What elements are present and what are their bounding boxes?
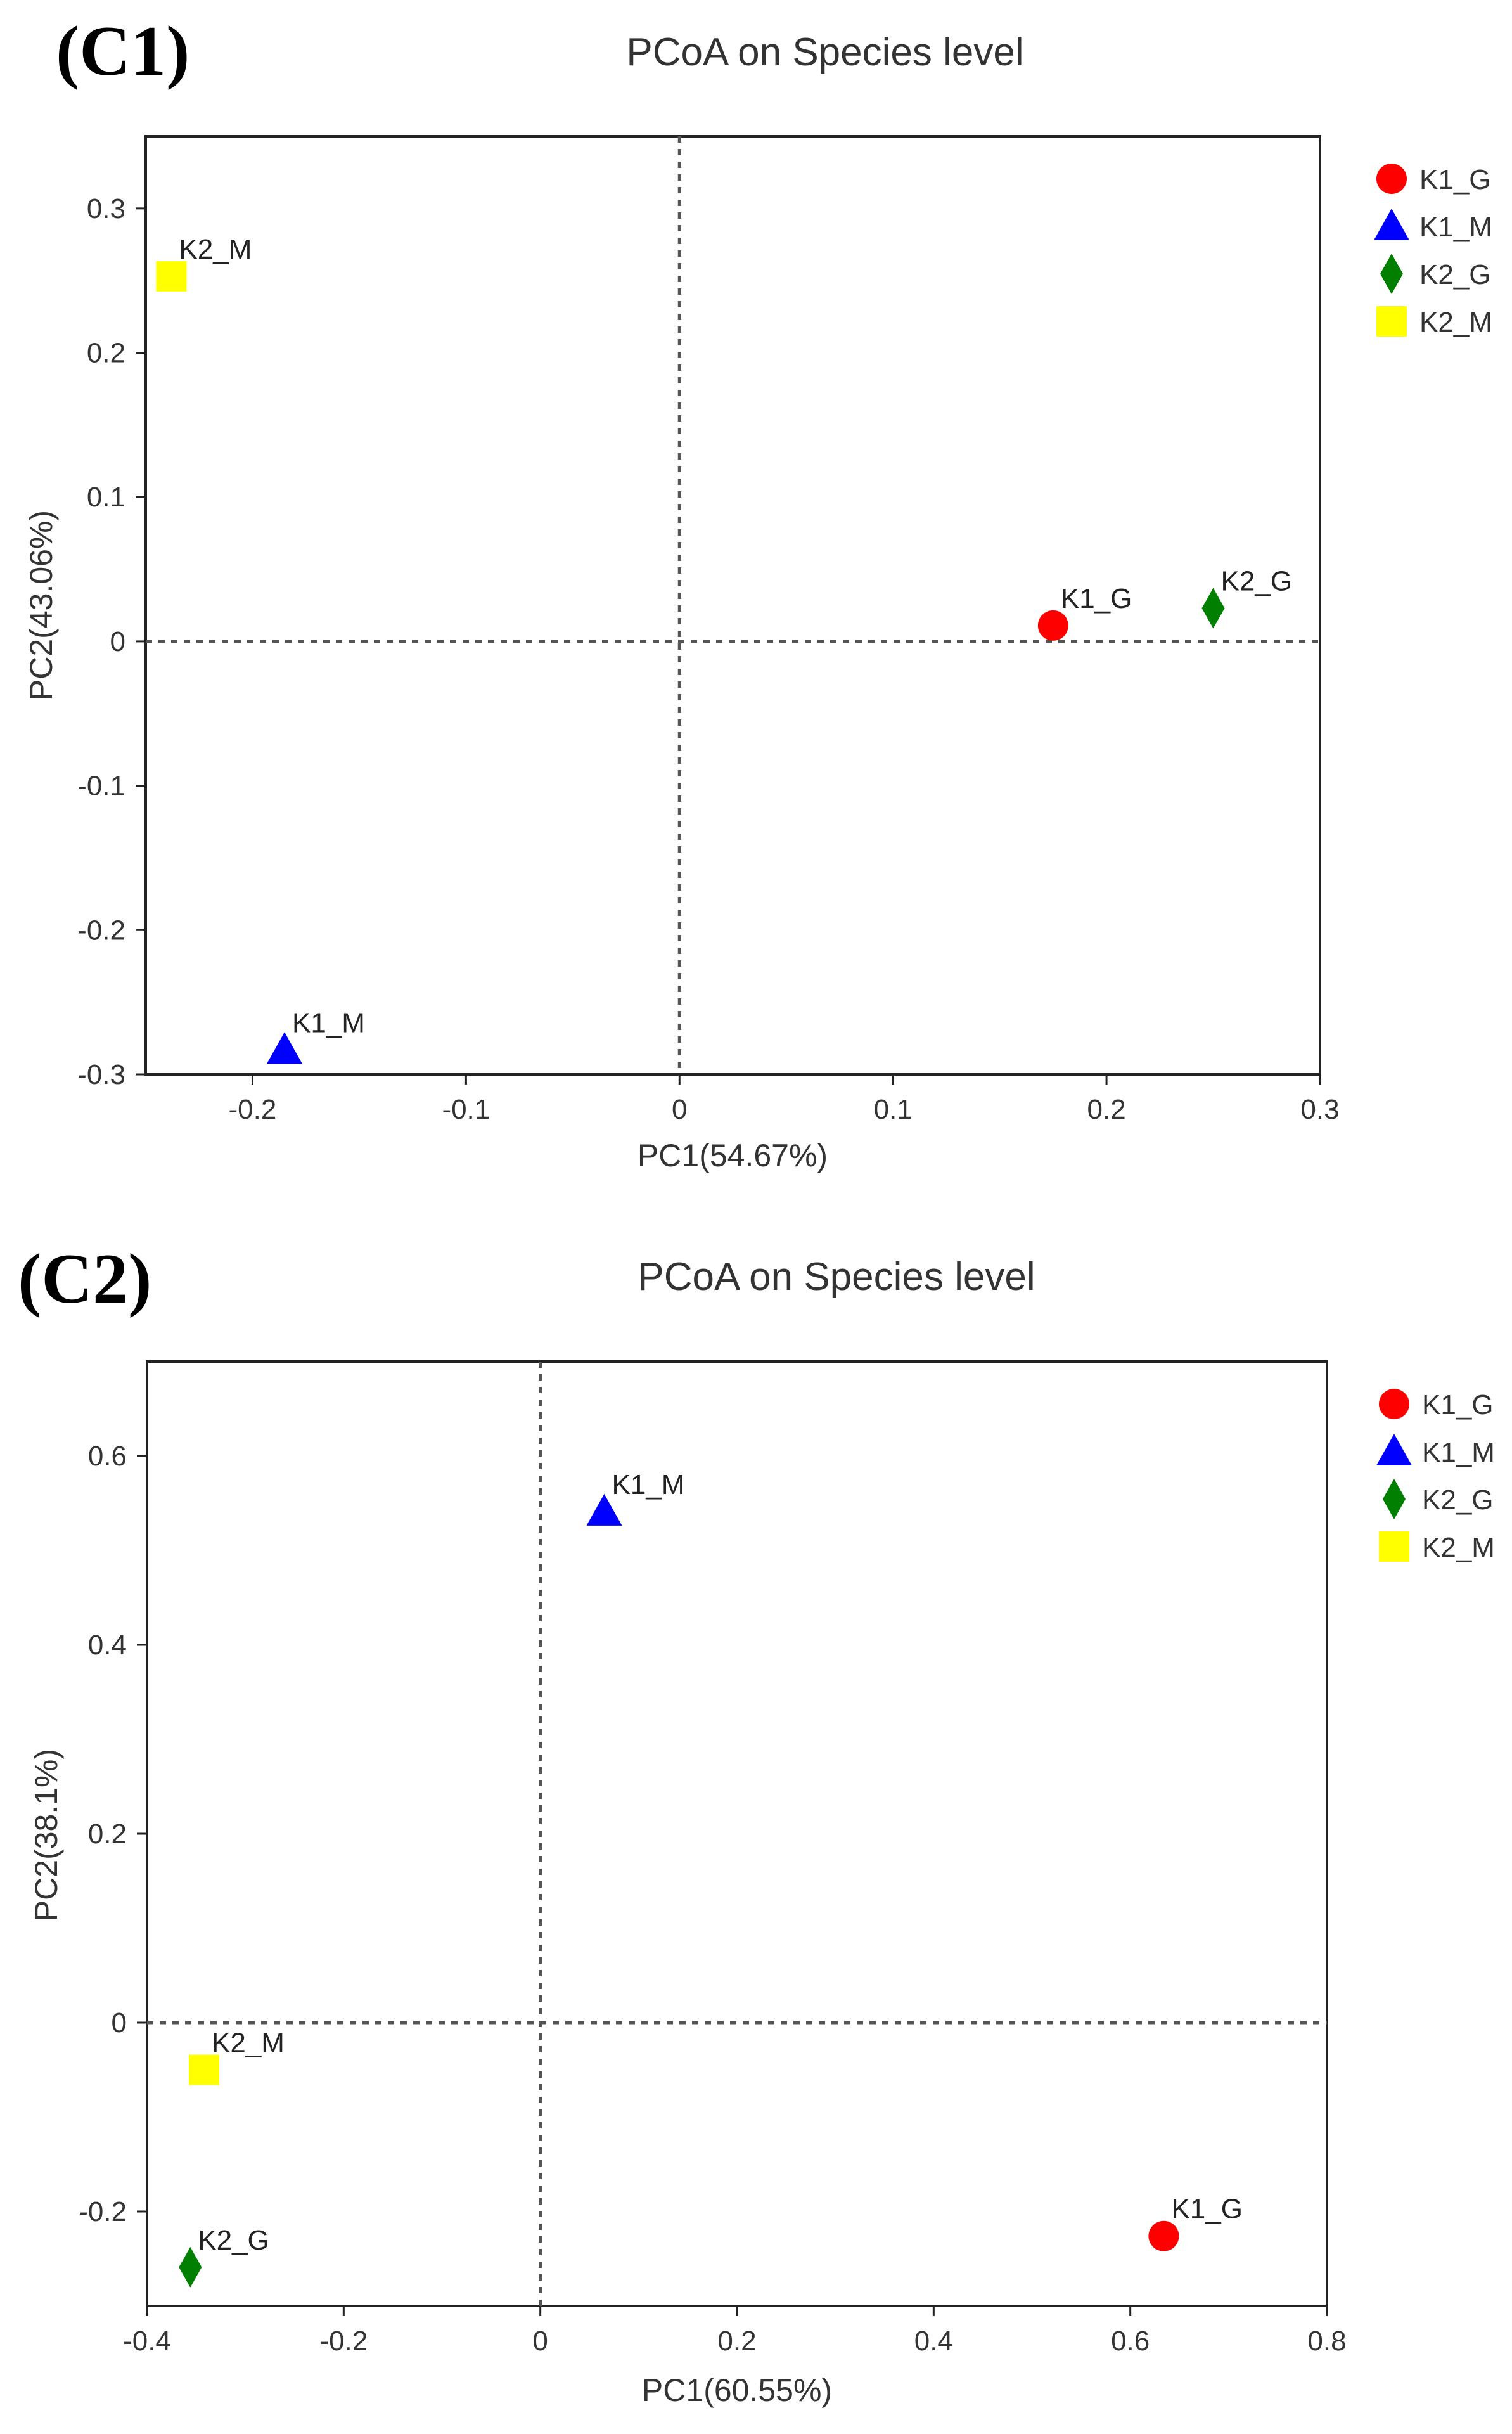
data-point-k1-m: [266, 1032, 302, 1064]
panel-label: (C1): [56, 12, 189, 91]
legend-marker: [1379, 1389, 1409, 1419]
data-label: K1_G: [1171, 2194, 1243, 2225]
data-label: K2_M: [212, 2028, 285, 2059]
y-tick-label: 0.4: [88, 1630, 127, 1661]
legend-marker: [1376, 164, 1407, 194]
axis-ticks: -0.2 -0.1 0 0.1 0.2 0.3 -0.3 -0.2 -0.1 0 0.1 0.2 0.3: [77, 193, 1339, 1125]
x-tick-label: 0.2: [717, 2326, 756, 2357]
y-axis-label: PC2(38.1%): [29, 1749, 64, 1921]
zero-lines: [147, 1362, 1327, 2306]
x-tick-label: 0: [672, 1094, 687, 1125]
data-label: K1_M: [292, 1007, 365, 1038]
y-tick-label: -0.1: [77, 771, 125, 802]
x-tick-label: -0.4: [123, 2326, 171, 2357]
legend-marker: [1376, 1434, 1412, 1465]
y-tick-label: -0.3: [77, 1059, 125, 1090]
x-tick-label: 0.3: [1300, 1094, 1339, 1125]
data-points: K1_G K1_M K2_G K2_M: [179, 1469, 1243, 2288]
y-tick-label: 0.1: [87, 482, 125, 513]
y-axis-label: PC2(43.06%): [23, 510, 59, 700]
data-label: K2_M: [179, 234, 252, 265]
legend-label: K2_G: [1419, 259, 1491, 290]
y-tick-label: 0.2: [87, 338, 125, 369]
data-label: K1_G: [1061, 583, 1132, 614]
data-point-k2-g: [179, 2246, 202, 2288]
chart-title: PCoA on Species level: [637, 1255, 1035, 1299]
data-label: K2_G: [1221, 566, 1293, 597]
y-tick-label: -0.2: [77, 915, 125, 946]
panel-c2: (C2) PCoA on Species level -0.4 -0.2 0 0.2 0…: [18, 1240, 1495, 2408]
data-point-k1-g: [1037, 610, 1068, 641]
x-tick-label: -0.1: [442, 1094, 490, 1125]
x-tick-label: 0.1: [874, 1094, 913, 1125]
legend-label: K1_G: [1422, 1389, 1494, 1420]
data-label: K2_G: [198, 2225, 269, 2256]
legend-label: K2_G: [1422, 1484, 1494, 1516]
legend-marker: [1380, 254, 1403, 294]
x-axis-label: PC1(60.55%): [642, 2373, 832, 2408]
x-tick-label: 0.2: [1087, 1094, 1126, 1125]
y-tick-label: 0: [110, 626, 125, 657]
legend-marker: [1374, 209, 1409, 240]
data-point-k2-m: [156, 261, 187, 292]
chart-title: PCoA on Species level: [626, 30, 1023, 74]
data-label: K1_M: [612, 1469, 685, 1500]
data-point-k2-m: [188, 2054, 219, 2085]
legend-marker: [1383, 1479, 1406, 1519]
x-axis-label: PC1(54.67%): [637, 1138, 828, 1173]
legend-label: K1_M: [1419, 212, 1492, 243]
panel-c1: (C1) PCoA on Species level -0.2 -0.1 0 0.1 0…: [23, 12, 1492, 1173]
y-tick-label: 0: [112, 2007, 127, 2038]
x-tick-label: 0.6: [1111, 2326, 1150, 2357]
legend-label: K1_G: [1419, 164, 1491, 195]
y-tick-label: -0.2: [79, 2196, 127, 2227]
x-tick-label: -0.2: [229, 1094, 277, 1125]
data-point-k2-g: [1201, 588, 1225, 629]
plot-frame: [146, 1360, 1328, 2307]
panel-label: (C2): [18, 1240, 151, 1318]
legend-label: K1_M: [1422, 1437, 1495, 1468]
legend-label: K2_M: [1419, 307, 1492, 338]
y-tick-label: 0.2: [88, 1819, 127, 1850]
data-points: K1_G K1_M K2_G K2_M: [156, 234, 1292, 1064]
x-tick-label: 0.4: [914, 2326, 953, 2357]
plot-frame: [144, 135, 1321, 1076]
zero-lines: [146, 136, 1320, 1074]
legend-label: K2_M: [1422, 1532, 1495, 1563]
legend: K1_G K1_M K2_G K2_M: [1376, 1389, 1495, 1563]
legend: K1_G K1_M K2_G K2_M: [1374, 164, 1492, 338]
legend-marker: [1376, 306, 1407, 337]
axis-ticks: -0.4 -0.2 0 0.2 0.4 0.6 0.8 -0.2 0 0.2 0.4 0.6: [79, 1441, 1346, 2357]
x-tick-label: 0: [532, 2326, 548, 2357]
y-tick-label: 0.6: [88, 1441, 127, 1472]
data-point-k1-g: [1148, 2220, 1179, 2251]
data-point-k1-m: [586, 1493, 622, 1526]
x-tick-label: 0.8: [1307, 2326, 1346, 2357]
x-tick-label: -0.2: [319, 2326, 368, 2357]
legend-marker: [1379, 1531, 1409, 1562]
y-tick-label: 0.3: [87, 193, 125, 224]
